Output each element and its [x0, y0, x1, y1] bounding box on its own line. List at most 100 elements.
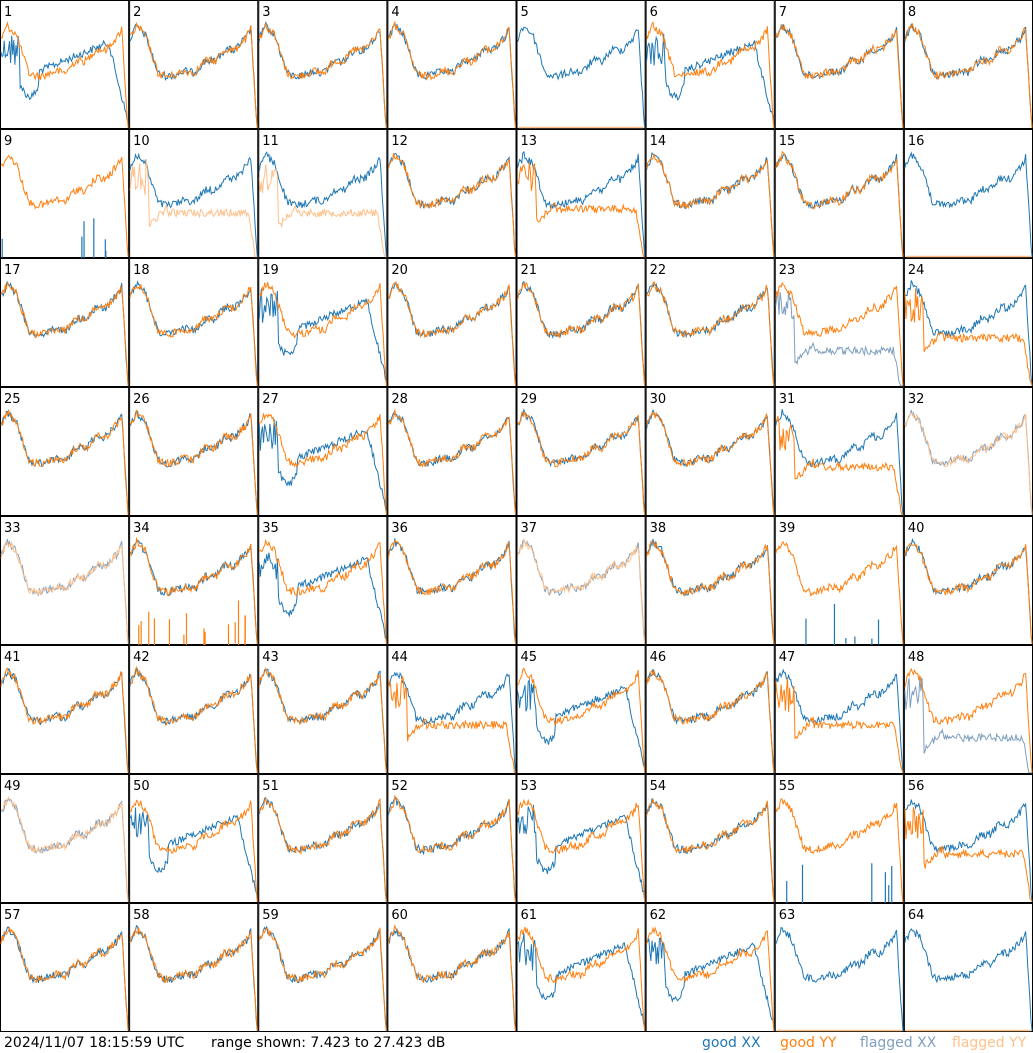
panel-frame	[645, 387, 775, 516]
yy-trace	[646, 669, 775, 773]
panel-number: 32	[908, 392, 925, 407]
antenna-panel-5: 5	[516, 0, 646, 129]
yy-trace	[258, 164, 387, 258]
panel-frame	[0, 0, 130, 129]
yy-trace	[646, 540, 775, 644]
xx-trace	[129, 152, 258, 257]
antenna-panel-38: 38	[645, 516, 775, 645]
antenna-panel-55: 55	[774, 774, 904, 908]
yy-trace	[387, 20, 516, 128]
antenna-panel-42: 42	[129, 645, 259, 774]
panel-frame	[387, 129, 517, 258]
panel-frame	[0, 516, 130, 645]
panel-frame	[258, 387, 388, 516]
yy-trace	[387, 281, 516, 386]
yy-trace	[387, 152, 516, 257]
panel-frame	[0, 129, 130, 258]
xx-trace	[517, 804, 646, 901]
panel-number: 53	[521, 779, 538, 794]
xx-trace	[904, 928, 1033, 1031]
antenna-panel-45: 45	[516, 645, 646, 774]
panel-frame	[0, 258, 130, 387]
xx-trace	[258, 288, 387, 381]
panel-frame	[645, 645, 775, 774]
panel-frame	[774, 258, 904, 387]
yy-trace	[646, 20, 775, 128]
yy-trace	[904, 288, 1033, 386]
panel-frame	[774, 645, 904, 774]
antenna-panel-12: 12	[387, 129, 517, 258]
panel-frame	[0, 774, 130, 903]
xx-trace	[775, 668, 904, 773]
panel-frame	[516, 903, 646, 1032]
panel-frame	[903, 903, 1033, 1032]
antenna-panel-28: 28	[387, 387, 517, 516]
antenna-panel-37: 37	[516, 516, 646, 645]
xx-trace	[517, 678, 645, 767]
panel-number: 15	[779, 134, 796, 149]
antenna-panel-16: 16	[903, 129, 1033, 258]
panel-frame	[774, 387, 904, 516]
xx-trace	[387, 671, 516, 773]
antenna-panel-47: 47	[774, 645, 904, 774]
antenna-panel-1: 1	[0, 0, 130, 129]
antenna-panel-7: 7	[774, 0, 904, 129]
antenna-panel-33: 33	[0, 516, 130, 645]
panel-frame	[387, 387, 517, 516]
panel-number: 24	[908, 263, 925, 278]
panel-frame	[258, 129, 388, 258]
antenna-panel-6: 6	[645, 0, 775, 129]
panel-number: 54	[650, 779, 667, 794]
yy-trace	[517, 162, 645, 258]
panel-number: 19	[262, 263, 279, 278]
yy-trace	[517, 538, 646, 644]
panel-number: 62	[650, 908, 667, 923]
antenna-panel-58: 58	[129, 903, 259, 1032]
yy-trace	[646, 797, 775, 902]
panel-frame	[258, 903, 388, 1032]
antenna-panel-2: 2	[129, 0, 259, 129]
yy-trace	[258, 22, 387, 128]
yy-trace	[904, 412, 1033, 515]
panel-frame	[387, 516, 517, 645]
antenna-panel-32: 32	[903, 387, 1033, 516]
antenna-panel-52: 52	[387, 774, 517, 903]
panel-frame	[258, 0, 388, 129]
panel-frame	[903, 258, 1033, 387]
xx-trace	[517, 150, 646, 257]
antenna-panel-48: 48	[903, 645, 1033, 774]
yy-trace	[129, 927, 258, 1031]
antenna-panel-43: 43	[258, 645, 388, 774]
panel-number: 4	[391, 5, 399, 20]
xx-trace	[775, 926, 904, 1031]
panel-number: 63	[779, 908, 796, 923]
panel-number: 11	[262, 134, 279, 149]
yy-trace	[904, 542, 1033, 644]
yy-trace	[258, 666, 387, 773]
panel-number: 17	[4, 263, 21, 278]
panel-number: 45	[521, 650, 538, 665]
panel-number: 16	[908, 134, 925, 149]
yy-trace	[129, 284, 258, 386]
xx-trace	[517, 933, 646, 1027]
panel-number: 18	[133, 263, 150, 278]
panel-number: 36	[391, 521, 408, 536]
legend-flagged-yy: flagged YY	[952, 1035, 1027, 1051]
panel-frame	[129, 0, 259, 129]
panel-frame	[258, 516, 388, 645]
antenna-panel-20: 20	[387, 258, 517, 387]
antenna-panel-14: 14	[645, 129, 775, 258]
panel-number: 49	[4, 779, 21, 794]
yy-trace	[775, 150, 904, 257]
antenna-panel-24: 24	[903, 258, 1033, 387]
panel-frame	[774, 0, 904, 129]
xx-trace	[904, 151, 1033, 257]
xx-trace	[904, 677, 1032, 774]
antenna-panel-3: 3	[258, 0, 388, 129]
panel-frame	[516, 645, 646, 774]
panel-frame	[645, 0, 775, 129]
panel-frame	[903, 129, 1033, 258]
panel-number: 47	[779, 650, 796, 665]
antenna-panel-39: 39	[774, 516, 904, 650]
